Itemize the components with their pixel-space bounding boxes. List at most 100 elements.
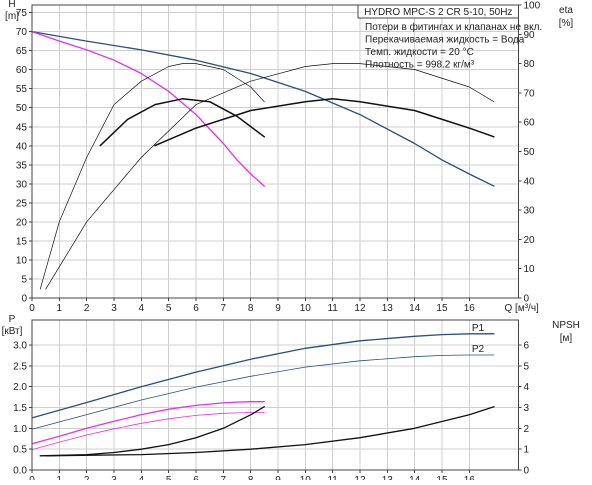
y-right-tick-label-10: 10 [524,264,536,275]
y-left-axis-label: P [9,314,16,325]
y-right-tick-label-50: 50 [524,147,536,158]
x-tick-label-3: 3 [111,475,117,480]
y-left-tick-label-70: 70 [16,27,28,38]
x-tick-label-1: 1 [57,475,63,480]
y-left-tick-label-35: 35 [16,160,28,171]
series-bottom-5-line [45,406,495,457]
y-right-tick-label-80: 80 [524,59,536,70]
y-right-axis-label: eta [559,5,573,16]
series-top-0-line [31,30,495,187]
y-left-tick-label-20: 20 [16,217,28,228]
plot-frame-bottom [31,319,519,471]
y-left-tick-label-3.0: 3.0 [13,341,27,352]
y-right-tick-label-0: 0 [524,466,530,477]
y-left-axis-label: H [8,0,15,10]
y-left-tick-label-65: 65 [16,46,28,57]
y-left-tick-label-5: 5 [21,274,27,285]
y-right-axis-unit: [м] [560,333,573,344]
y-left-tick-label-0: 0 [21,294,27,305]
x-tick-label-12: 12 [354,303,366,314]
series-bottom-4-line [39,406,265,457]
y-right-axis-unit: [%] [559,18,574,29]
info-note-0: Потери в фитингах и клапанах не вкл. [365,21,542,33]
x-tick-label-11: 11 [327,303,338,314]
series-label-p2: P2 [472,344,485,355]
x-tick-label-0: 0 [29,475,35,480]
y-right-axis-label: NPSH [552,320,580,331]
series-top-4-line [99,98,266,147]
y-left-tick-label-55: 55 [16,84,28,95]
series-label-p1: P1 [472,323,485,334]
series-bottom-3-line [31,412,265,450]
y-left-tick-label-75: 75 [16,8,28,19]
x-tick-label-6: 6 [193,475,199,480]
x-tick-label-10: 10 [300,303,312,314]
x-tick-label-16: 16 [464,475,476,480]
y-right-tick-label-6: 6 [524,341,530,352]
y-right-tick-label-4: 4 [524,382,530,393]
grid-layer [32,5,519,470]
y-right-tick-label-1: 1 [524,445,530,456]
title-box [357,4,519,19]
x-tick-label-15: 15 [436,475,448,480]
y-right-tick-label-0: 0 [524,294,530,305]
frame-layer [29,4,522,473]
x-tick-label-7: 7 [221,303,227,314]
y-left-tick-label-2.0: 2.0 [13,382,27,393]
y-left-tick-label-45: 45 [16,122,28,133]
info-note-2: Темп. жидкости = 20 °C [365,47,474,58]
curves-layer [31,30,495,457]
series-top-5-line [154,98,495,147]
x-tick-label-2: 2 [84,303,90,314]
y-left-tick-label-60: 60 [16,65,28,76]
y-right-tick-label-5: 5 [524,361,530,372]
y-right-tick-label-30: 30 [524,206,536,217]
y-left-tick-label-2.5: 2.5 [13,361,27,372]
x-tick-label-8: 8 [248,475,254,480]
x-tick-label-4: 4 [139,303,145,314]
x-tick-label-2: 2 [84,475,90,480]
y-left-tick-label-0.0: 0.0 [13,466,27,477]
x-tick-label-8: 8 [248,303,254,314]
x-tick-label-12: 12 [354,475,366,480]
y-left-axis-unit: [кВт] [2,326,23,337]
x-tick-label-0: 0 [29,303,35,314]
x-tick-label-9: 9 [275,303,281,314]
y-right-tick-label-90: 90 [524,30,536,41]
y-left-tick-label-50: 50 [16,103,28,114]
y-right-tick-label-40: 40 [524,176,536,187]
info-note-1: Перекачиваемая жидкость = Вода [365,35,525,46]
x-tick-label-16: 16 [464,303,476,314]
x-tick-label-7: 7 [221,475,227,480]
y-left-tick-label-0.5: 0.5 [13,445,27,456]
x-tick-label-5: 5 [166,303,172,314]
y-right-tick-label-2: 2 [524,424,530,435]
y-left-tick-label-25: 25 [16,198,28,209]
y-right-tick-label-60: 60 [524,118,536,129]
y-left-tick-label-40: 40 [16,141,28,152]
y-left-tick-label-10: 10 [16,255,28,266]
y-left-tick-label-1.5: 1.5 [13,403,27,414]
series-p2-line [31,354,495,430]
x-tick-label-6: 6 [193,303,199,314]
series-p1-line [31,333,495,419]
y-right-tick-label-20: 20 [524,235,536,246]
y-left-tick-label-15: 15 [16,236,28,247]
y-left-tick-label-30: 30 [16,179,28,190]
y-right-tick-label-70: 70 [524,88,536,99]
series-top-2-line [39,63,265,290]
x-tick-label-13: 13 [382,475,394,480]
series-bottom-2-line [31,401,265,445]
chart-title: HYDRO MPC-S 2 CR 5-10, 50Hz [364,7,512,18]
series-top-3-line [45,63,495,290]
plot-frame-top [31,4,519,299]
x-tick-label-9: 9 [275,475,281,480]
series-top-1-line [31,30,265,187]
x-tick-label-10: 10 [300,475,312,480]
x-tick-label-11: 11 [327,475,338,480]
y-right-tick-label-3: 3 [524,403,530,414]
x-tick-label-4: 4 [139,475,145,480]
y-left-tick-label-1.0: 1.0 [13,424,27,435]
x-axis-label: Q [м³/ч] [505,303,540,314]
